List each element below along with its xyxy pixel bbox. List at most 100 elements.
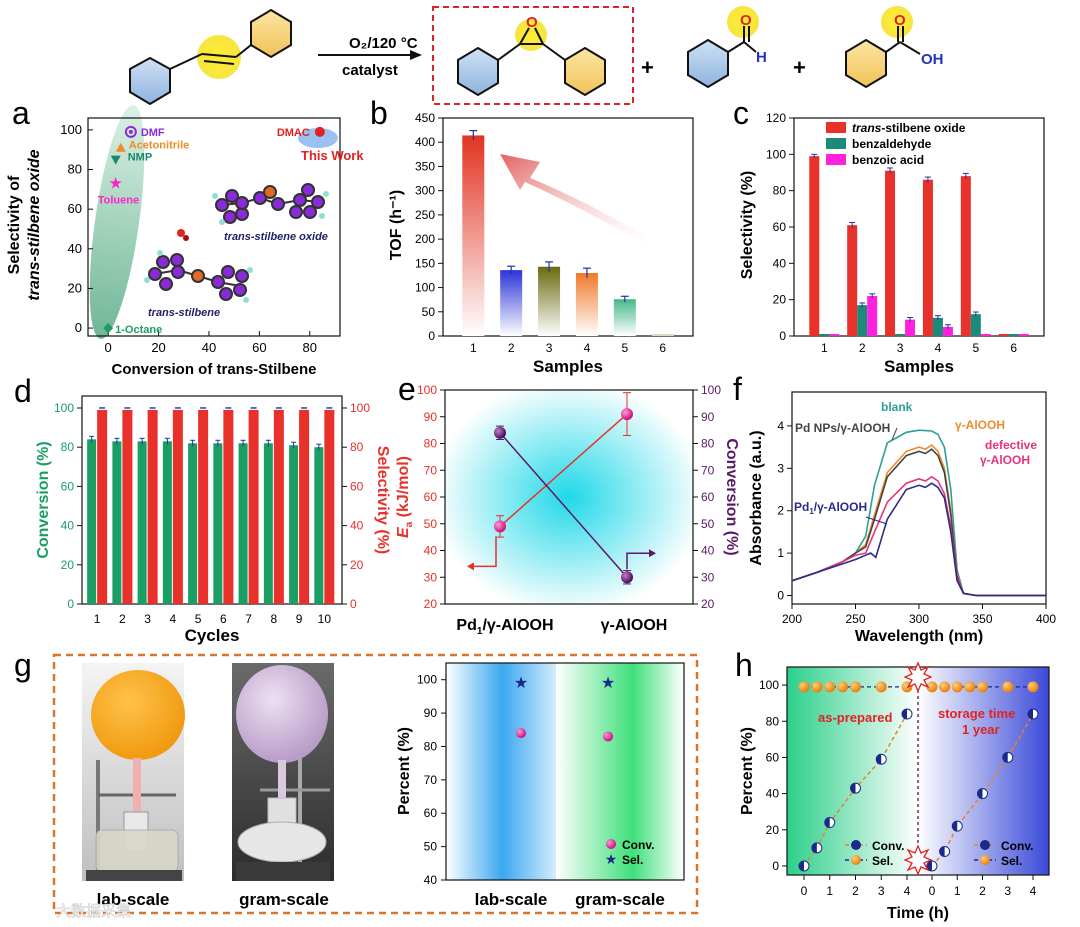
x-tick-label: 300 bbox=[909, 612, 929, 626]
data-marks bbox=[798, 681, 1039, 872]
x-tick-label: 3 bbox=[1004, 884, 1011, 898]
y-tick-label: 100 bbox=[415, 281, 435, 295]
x-category-label: Pd1/γ-AlOOH bbox=[456, 617, 553, 637]
molecule-label-oxide: trans-stilbene oxide bbox=[224, 231, 328, 243]
bar-trans-stilbene-oxide bbox=[885, 170, 896, 336]
legend-label: Conv. bbox=[1001, 839, 1033, 853]
x-tick-label: 6 bbox=[659, 341, 666, 355]
point-sel: ★ bbox=[514, 675, 528, 692]
y-tick-label-right: 80 bbox=[701, 437, 715, 451]
product-highlight-box bbox=[432, 6, 634, 105]
bar bbox=[651, 334, 674, 336]
x-tick-label: 3 bbox=[897, 341, 904, 355]
y-tick-label: 400 bbox=[415, 135, 435, 149]
y-tick-label: 2 bbox=[777, 504, 784, 518]
bond bbox=[235, 44, 252, 58]
axis-ticks: 0 20 40 60 80 0 20 40 60 80 100 bbox=[60, 122, 317, 355]
x-axis-label: Wavelength (nm) bbox=[855, 628, 983, 645]
y-tick-label: 80 bbox=[773, 184, 787, 198]
bar-selectivity bbox=[248, 409, 259, 604]
y-tick-label-left: 20 bbox=[61, 558, 75, 572]
legend-swatch bbox=[826, 138, 846, 149]
category-label: gram-scale bbox=[575, 890, 665, 909]
hotplate bbox=[86, 870, 182, 881]
segment-label-storage-2: 1 year bbox=[962, 722, 1000, 737]
point-1-octane bbox=[103, 323, 114, 334]
legend-swatch bbox=[826, 122, 846, 133]
legend-marker-sel-icon: ★ bbox=[605, 851, 618, 867]
point-conv bbox=[516, 728, 526, 739]
y-tick-label-right: 20 bbox=[701, 597, 715, 611]
y-tick-label-left: 70 bbox=[424, 463, 438, 477]
line-ea bbox=[499, 413, 628, 527]
highlight-aldehyde bbox=[727, 6, 759, 38]
bar-selectivity bbox=[324, 409, 335, 604]
band-gram-scale bbox=[556, 663, 684, 880]
point-sel bbox=[926, 681, 938, 693]
y-tick-label-left: 0 bbox=[67, 597, 74, 611]
y-tick-label: 100 bbox=[60, 122, 82, 137]
y-tick-label: 250 bbox=[415, 208, 435, 222]
panel-d: d 0 0 20 20 40 40 60 60 80 80 100 100 1 2 3 4 5 6 7 8 9 10 C… bbox=[14, 373, 391, 645]
y-tick-label-left: 60 bbox=[61, 479, 75, 493]
trans-stilbene-oxide-model bbox=[212, 183, 329, 225]
panel-label-h: h bbox=[735, 647, 753, 683]
x-tick-label: 1 bbox=[826, 884, 833, 898]
legend: trans-stilbene oxide benzaldehyde benzoi… bbox=[826, 121, 966, 167]
decor-dot bbox=[183, 235, 189, 241]
x-tick-label: 4 bbox=[170, 612, 177, 626]
trans-stilbene-model bbox=[144, 250, 253, 303]
y-tick-label-right: 50 bbox=[701, 517, 715, 531]
point-conversion bbox=[494, 426, 506, 439]
point-sel bbox=[1027, 681, 1039, 693]
x-axis-label: Conversion of trans-Stilbene bbox=[111, 361, 316, 378]
bar bbox=[462, 135, 485, 336]
legend-label: Conv. bbox=[622, 838, 654, 852]
bar-conversion bbox=[87, 439, 97, 604]
x-tick-label: 2 bbox=[859, 341, 866, 355]
bar-selectivity bbox=[198, 409, 209, 604]
bar-benzaldehyde bbox=[895, 334, 906, 336]
arrow-head-icon bbox=[410, 50, 422, 60]
y-tick-label: 450 bbox=[415, 111, 435, 125]
y-tick-label: 60 bbox=[424, 806, 438, 820]
point-conv-half bbox=[977, 788, 983, 799]
spectrum-line bbox=[791, 475, 1046, 597]
y-tick-label: 80 bbox=[766, 714, 780, 728]
y-tick-label-left: 100 bbox=[417, 383, 437, 397]
acid-oxygen: O bbox=[894, 12, 906, 29]
bar-conversion bbox=[137, 441, 147, 604]
this-work-label: This Work bbox=[301, 148, 364, 163]
photo-label: gram-scale bbox=[239, 890, 329, 909]
bond bbox=[727, 41, 745, 53]
panel-a: a 0 20 40 60 80 0 20 40 60 80 100 DMFAcetonitrileN… bbox=[6, 95, 364, 378]
x-tick-label: 5 bbox=[972, 341, 979, 355]
point-dmf-center bbox=[128, 129, 133, 134]
bar-selectivity bbox=[172, 409, 183, 604]
y-tick-label: 20 bbox=[773, 293, 787, 307]
y-tick-label: 0 bbox=[779, 329, 786, 343]
y-axis-label: Percent (%) bbox=[739, 727, 756, 815]
x-tick-label: 400 bbox=[1036, 612, 1056, 626]
epoxide-oxygen: O bbox=[526, 14, 538, 31]
spectra bbox=[791, 429, 1046, 597]
y-tick-label-left: 60 bbox=[424, 490, 438, 504]
photo-gram-scale bbox=[232, 663, 334, 881]
x-tick-label: 0 bbox=[801, 884, 808, 898]
bar-conversion bbox=[213, 443, 223, 604]
y-tick-label: 200 bbox=[415, 232, 435, 246]
x-tick-label: 3 bbox=[546, 341, 553, 355]
y-tick-label-right: 100 bbox=[701, 383, 721, 397]
point-sel bbox=[850, 681, 861, 693]
panel-label-e: e bbox=[398, 371, 416, 407]
watermark: 大数据采集 bbox=[56, 903, 131, 920]
legend-swatch bbox=[826, 154, 846, 165]
point-conv-half bbox=[811, 842, 817, 853]
y-tick-label: 80 bbox=[424, 739, 438, 753]
panel-label-f: f bbox=[733, 371, 742, 407]
legend-label: Sel. bbox=[872, 854, 893, 868]
x-tick-label: 60 bbox=[252, 340, 266, 355]
y-tick-label-left: 80 bbox=[61, 440, 75, 454]
